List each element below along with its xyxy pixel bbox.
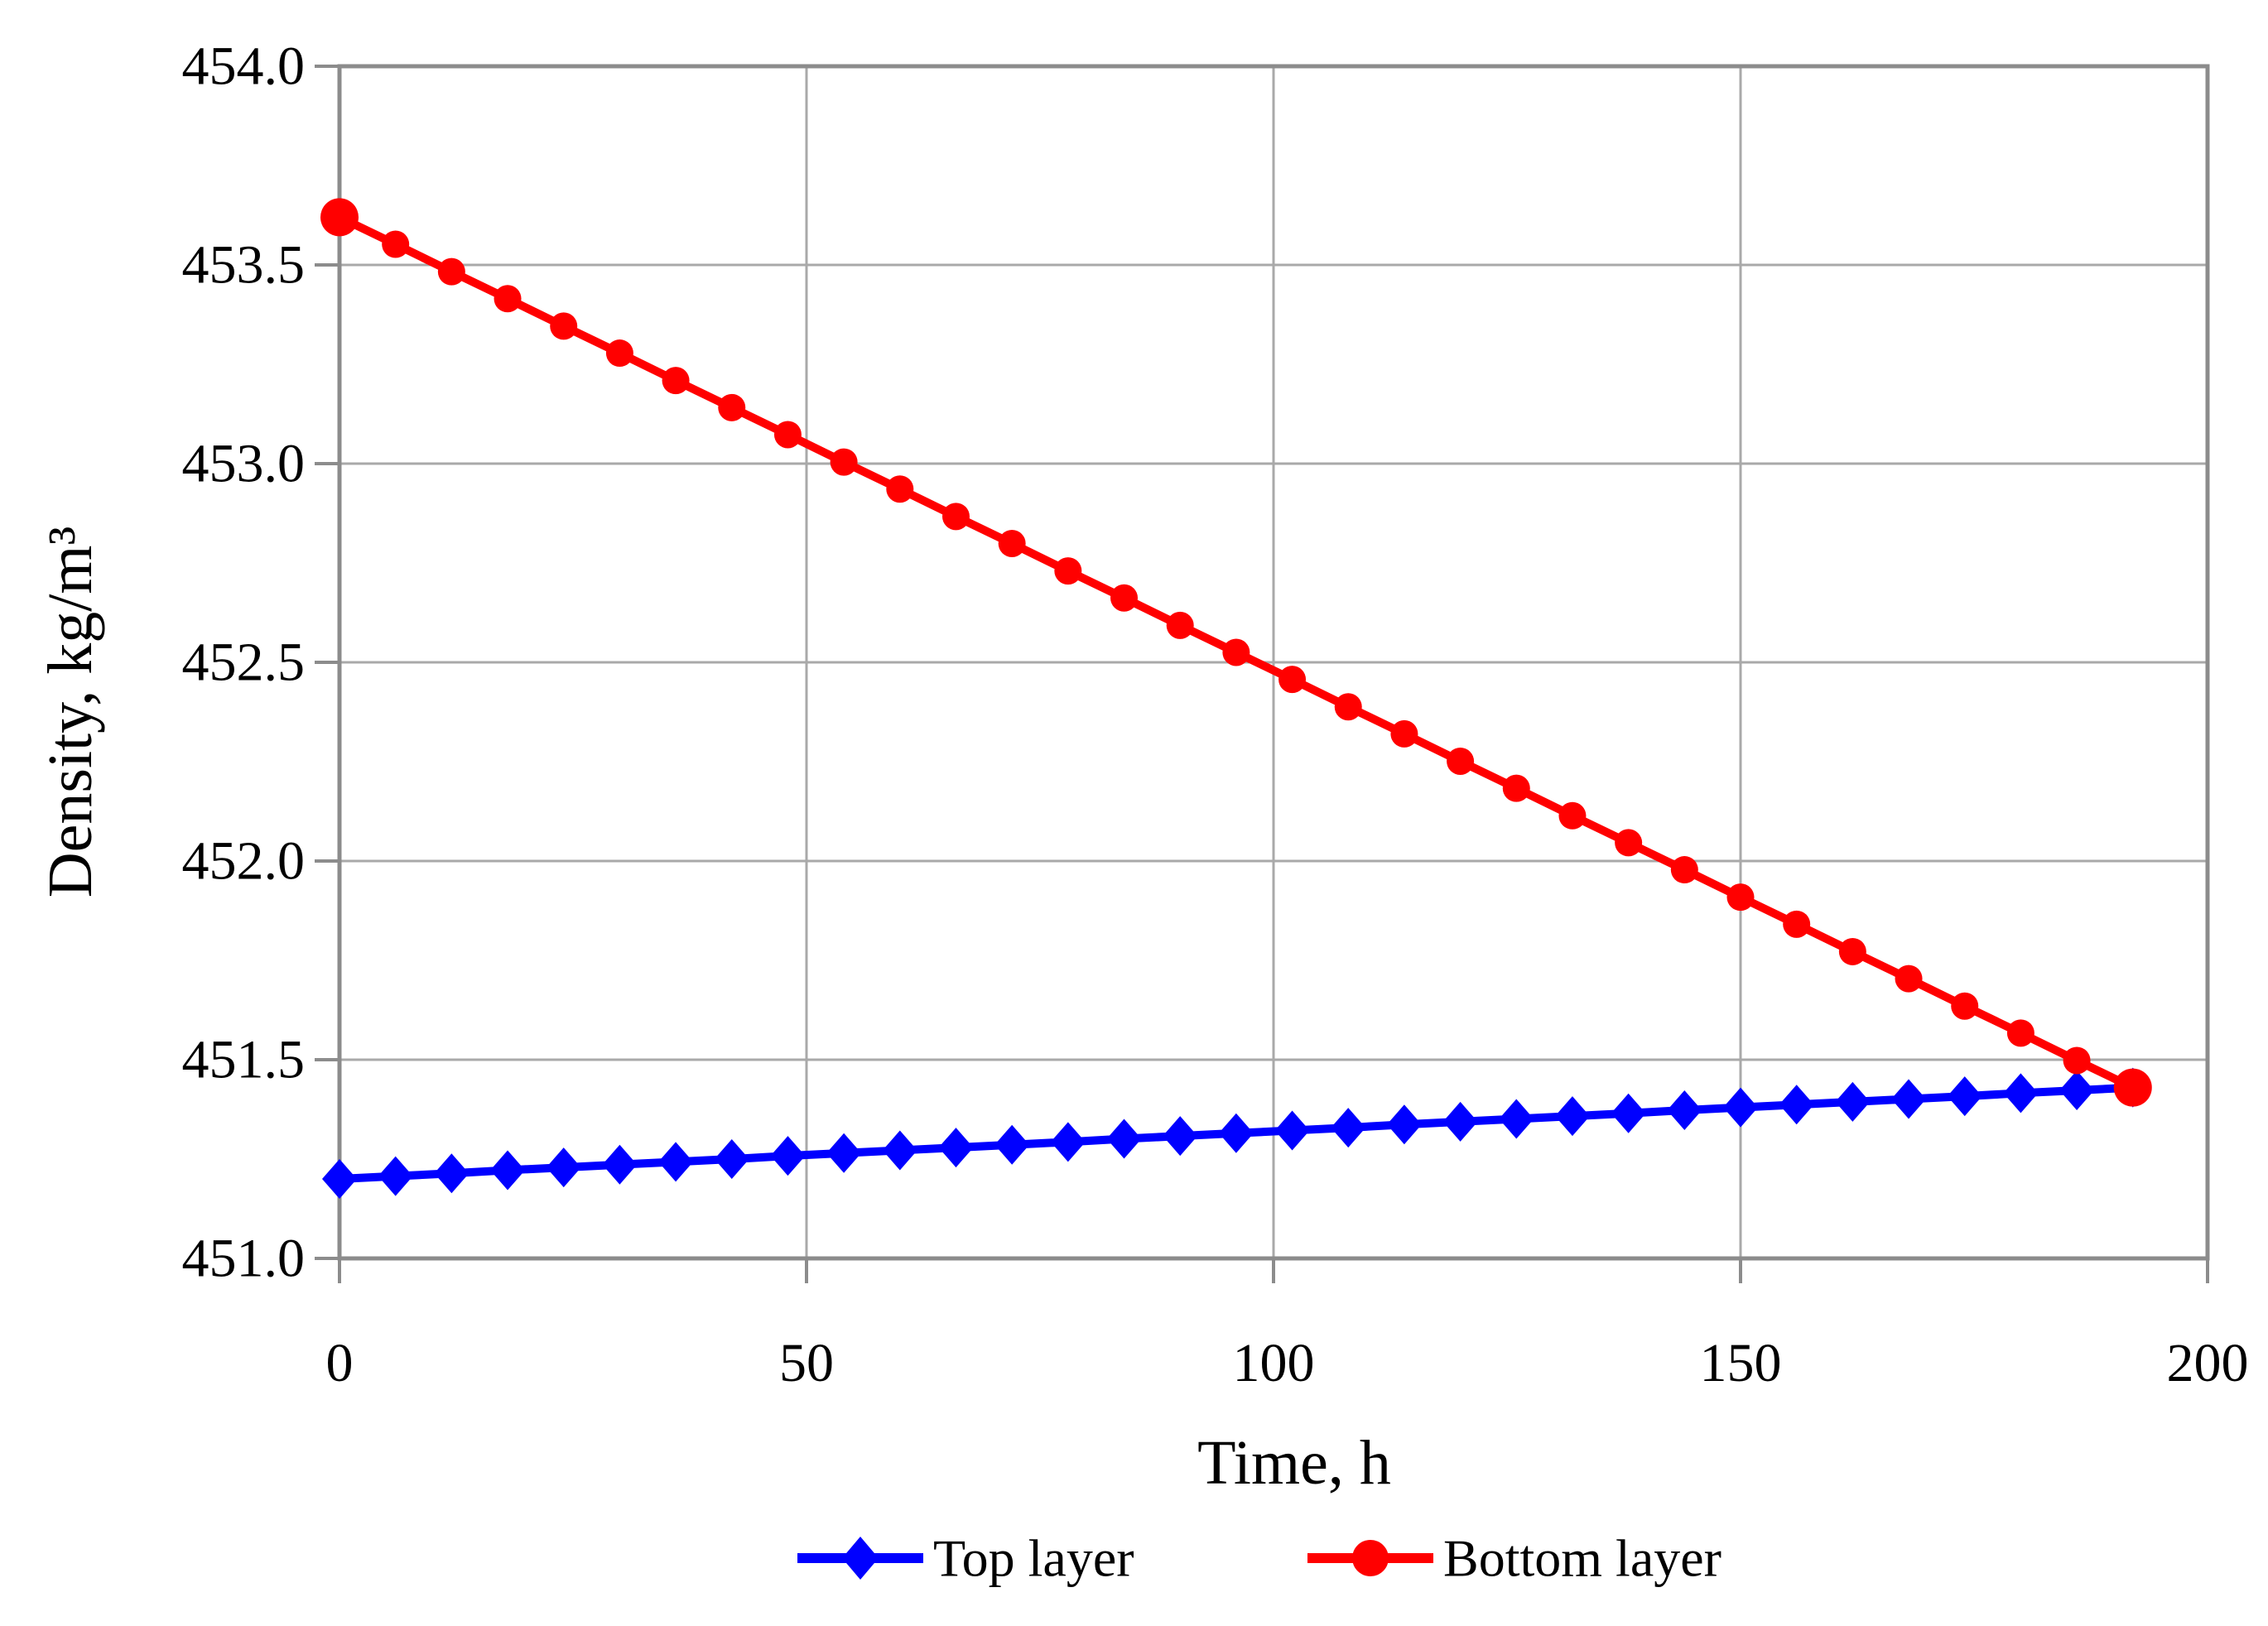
data-point-diamond bbox=[1835, 1081, 1871, 1122]
data-point-circle bbox=[1054, 557, 1082, 585]
data-point-diamond bbox=[1499, 1099, 1534, 1139]
data-point-diamond bbox=[378, 1156, 413, 1196]
data-point-diamond bbox=[882, 1130, 917, 1171]
data-point-circle bbox=[1951, 992, 1979, 1020]
data-point-circle bbox=[1502, 774, 1530, 802]
data-point-diamond bbox=[546, 1147, 581, 1188]
data-point-circle bbox=[2113, 1068, 2152, 1107]
data-point-diamond bbox=[2059, 1070, 2095, 1110]
data-point-circle bbox=[1390, 719, 1418, 748]
data-point-circle bbox=[1166, 611, 1194, 639]
y-axis-title: Density, kg/m³ bbox=[36, 527, 105, 898]
data-point-circle bbox=[1615, 829, 1643, 857]
data-point-diamond bbox=[1386, 1104, 1422, 1145]
data-point-diamond bbox=[658, 1142, 694, 1182]
data-point-diamond bbox=[1947, 1076, 1982, 1117]
data-point-diamond bbox=[994, 1124, 1030, 1165]
data-point-diamond bbox=[1218, 1113, 1254, 1153]
y-tick-label: 451.5 bbox=[182, 1030, 306, 1090]
data-point-diamond bbox=[1331, 1108, 1366, 1148]
data-point-circle bbox=[605, 339, 633, 368]
legend-label: Top layer bbox=[933, 1529, 1134, 1588]
data-point-circle bbox=[550, 312, 578, 340]
x-tick-label: 0 bbox=[326, 1333, 354, 1393]
x-tick-label: 150 bbox=[1700, 1333, 1782, 1393]
data-point-circle bbox=[320, 198, 359, 237]
legend-circle-marker bbox=[1352, 1540, 1389, 1576]
data-point-circle bbox=[1110, 584, 1139, 612]
data-point-circle bbox=[494, 285, 522, 313]
data-point-circle bbox=[1447, 748, 1475, 776]
x-tick-label: 50 bbox=[779, 1333, 834, 1393]
data-point-circle bbox=[1558, 801, 1587, 830]
data-point-circle bbox=[1278, 666, 1307, 694]
data-point-circle bbox=[437, 257, 465, 286]
data-point-circle bbox=[998, 529, 1026, 557]
data-point-circle bbox=[1670, 856, 1698, 884]
x-tick-label: 100 bbox=[1233, 1333, 1315, 1393]
data-point-circle bbox=[886, 475, 914, 503]
data-point-circle bbox=[2006, 1019, 2034, 1047]
x-tick-label: 200 bbox=[2167, 1333, 2249, 1393]
y-tick-label: 452.5 bbox=[182, 633, 306, 693]
data-point-circle bbox=[773, 421, 802, 449]
data-point-diamond bbox=[1723, 1087, 1758, 1128]
data-point-diamond bbox=[1891, 1079, 1927, 1119]
data-point-diamond bbox=[1554, 1096, 1590, 1137]
y-tick-label: 453.5 bbox=[182, 235, 306, 296]
y-tick-label: 454.0 bbox=[182, 36, 306, 97]
data-point-circle bbox=[1838, 937, 1866, 965]
data-point-diamond bbox=[714, 1139, 749, 1179]
data-point-circle bbox=[1726, 883, 1755, 912]
data-point-circle bbox=[718, 393, 746, 421]
data-point-circle bbox=[830, 448, 858, 476]
data-point-diamond bbox=[602, 1144, 638, 1185]
legend-diamond-marker bbox=[842, 1537, 879, 1580]
data-point-diamond bbox=[434, 1153, 469, 1194]
data-point-diamond bbox=[826, 1133, 862, 1173]
y-tick-label: 451.0 bbox=[182, 1229, 306, 1289]
data-point-diamond bbox=[1611, 1093, 1646, 1133]
data-point-circle bbox=[2063, 1046, 2091, 1075]
data-point-circle bbox=[1895, 965, 1923, 993]
data-point-circle bbox=[1222, 638, 1250, 666]
y-tick-label: 452.0 bbox=[182, 831, 306, 892]
data-point-diamond bbox=[1106, 1118, 1142, 1159]
data-point-diamond bbox=[322, 1159, 357, 1199]
data-point-diamond bbox=[1779, 1085, 1814, 1125]
data-point-circle bbox=[941, 503, 970, 531]
legend-label: Bottom layer bbox=[1443, 1529, 1721, 1588]
data-point-diamond bbox=[770, 1136, 806, 1176]
data-point-diamond bbox=[1667, 1090, 1702, 1130]
data-point-diamond bbox=[1050, 1122, 1086, 1162]
data-point-circle bbox=[1783, 910, 1811, 938]
data-point-diamond bbox=[2003, 1073, 2039, 1114]
y-tick-label: 453.0 bbox=[182, 434, 306, 494]
x-axis-title: Time, h bbox=[1197, 1428, 1391, 1498]
data-point-diamond bbox=[1442, 1101, 1478, 1142]
data-point-circle bbox=[382, 230, 410, 258]
data-point-diamond bbox=[490, 1150, 526, 1191]
data-point-circle bbox=[662, 367, 690, 395]
data-point-diamond bbox=[1163, 1116, 1198, 1157]
data-point-diamond bbox=[1274, 1110, 1310, 1151]
data-point-diamond bbox=[938, 1128, 974, 1168]
data-point-circle bbox=[1334, 693, 1362, 721]
